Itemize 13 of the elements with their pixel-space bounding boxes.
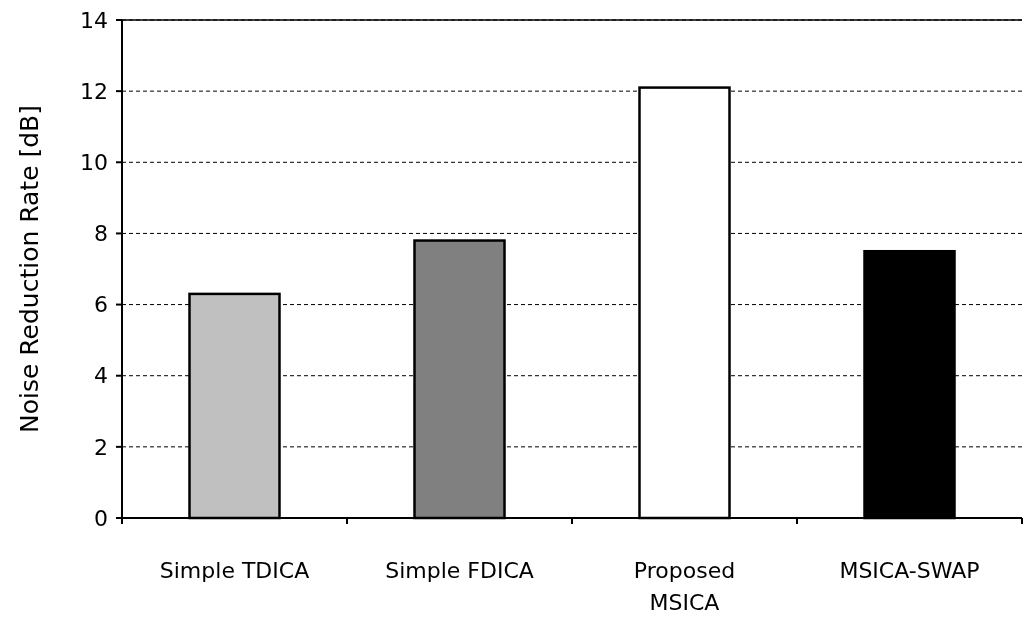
- y-tick-label: 4: [94, 363, 108, 389]
- y-axis-title: Noise Reduction Rate [dB]: [15, 104, 44, 434]
- y-tick-label: 6: [94, 292, 108, 318]
- y-tick-label: 8: [94, 221, 108, 247]
- y-tick-label: 12: [80, 78, 108, 104]
- y-tick-label: 14: [80, 7, 108, 33]
- y-tick-label: 10: [80, 149, 108, 175]
- x-tick-label: Simple TDICA: [159, 558, 310, 583]
- y-tick-label: 2: [94, 434, 108, 460]
- x-tick-label: Proposed MSICA: [633, 558, 736, 615]
- x-tick-label: Simple FDICA: [385, 558, 534, 583]
- x-tick-label: MSICA-SWAP: [839, 558, 980, 583]
- y-tick-label: 0: [94, 505, 108, 531]
